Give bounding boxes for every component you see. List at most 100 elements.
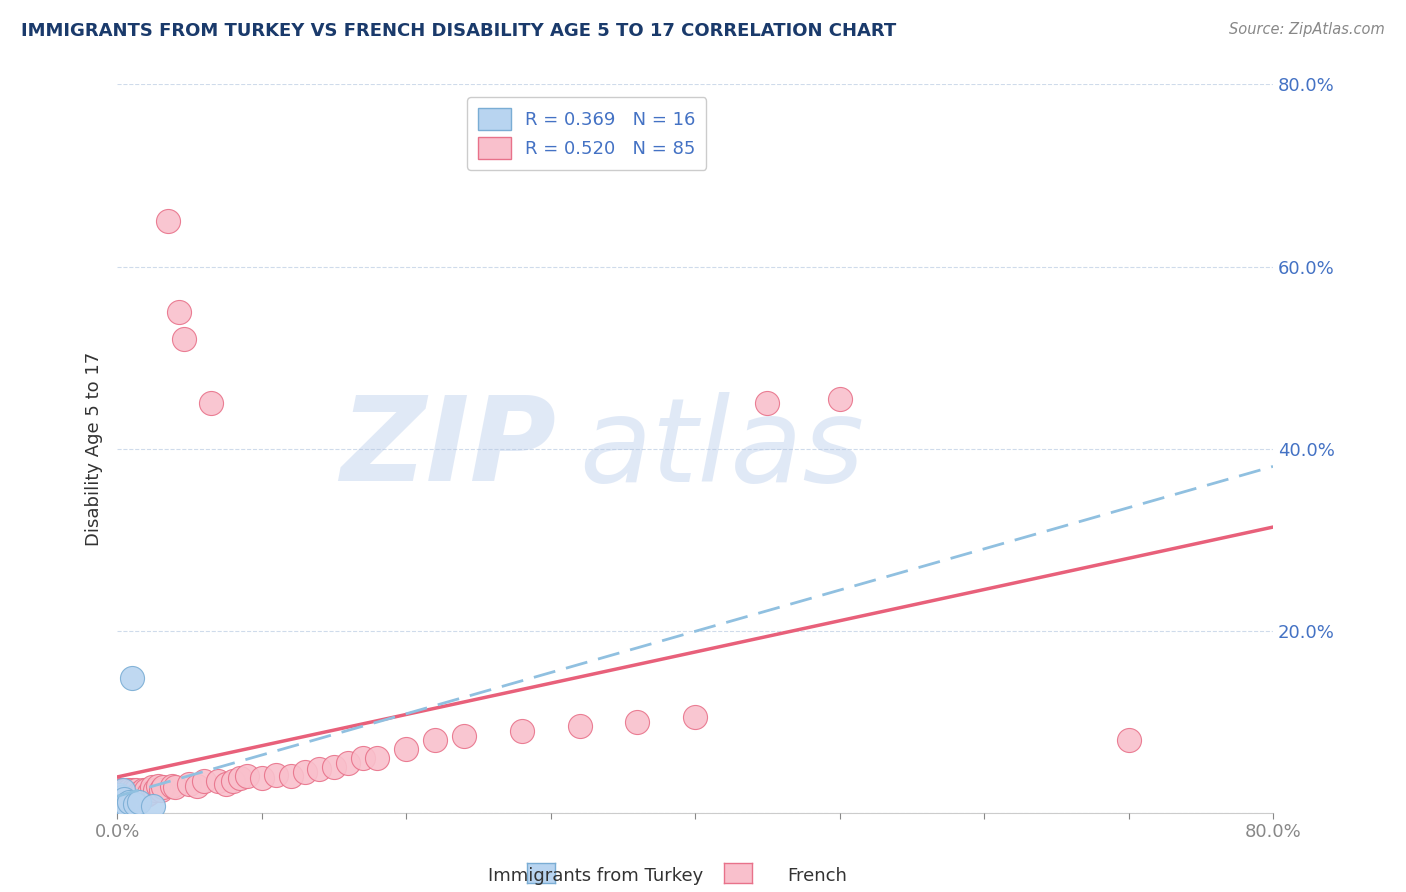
Point	[108, 789, 131, 804]
Point	[146, 779, 169, 793]
Point	[756, 396, 779, 410]
Point	[110, 789, 132, 804]
Point	[207, 774, 229, 789]
Point	[127, 788, 149, 802]
Point	[118, 783, 141, 797]
Point	[107, 797, 129, 811]
Point	[453, 729, 475, 743]
Point	[120, 792, 142, 806]
Point	[423, 733, 446, 747]
Point	[169, 305, 191, 319]
Text: atlas: atlas	[579, 392, 865, 506]
Text: IMMIGRANTS FROM TURKEY VS FRENCH DISABILITY AGE 5 TO 17 CORRELATION CHART: IMMIGRANTS FROM TURKEY VS FRENCH DISABIL…	[21, 22, 897, 40]
Point	[264, 767, 287, 781]
Point	[111, 798, 134, 813]
Point	[125, 783, 148, 797]
Point	[236, 769, 259, 783]
Point	[110, 795, 132, 809]
Point	[115, 783, 138, 797]
Point	[294, 764, 316, 779]
Point	[395, 742, 418, 756]
Point	[135, 788, 157, 802]
Point	[112, 788, 135, 802]
Point	[120, 788, 142, 802]
Point	[121, 671, 143, 685]
Point	[124, 797, 146, 811]
Text: Source: ZipAtlas.com: Source: ZipAtlas.com	[1229, 22, 1385, 37]
Point	[156, 214, 179, 228]
Point	[160, 779, 183, 793]
Point	[142, 798, 165, 813]
Point	[111, 795, 134, 809]
Point	[117, 792, 139, 806]
Point	[115, 795, 138, 809]
Text: Immigrants from Turkey: Immigrants from Turkey	[488, 867, 703, 885]
Point	[828, 392, 851, 406]
Y-axis label: Disability Age 5 to 17: Disability Age 5 to 17	[86, 351, 103, 546]
Point	[132, 786, 155, 800]
Legend: R = 0.369   N = 16, R = 0.520   N = 85: R = 0.369 N = 16, R = 0.520 N = 85	[467, 97, 706, 170]
Point	[118, 795, 141, 809]
Point	[128, 792, 150, 806]
Point	[568, 719, 591, 733]
Point	[107, 797, 129, 811]
Point	[173, 332, 195, 346]
Point	[138, 786, 160, 800]
Point	[121, 786, 143, 800]
Point	[214, 777, 236, 791]
Point	[121, 792, 143, 806]
Point	[132, 783, 155, 797]
Point	[108, 792, 131, 806]
Point	[250, 772, 273, 786]
Point	[108, 783, 131, 797]
Point	[111, 789, 134, 804]
Point	[308, 762, 330, 776]
Point	[143, 783, 166, 797]
Point	[111, 783, 134, 797]
Point	[111, 797, 134, 811]
Point	[124, 792, 146, 806]
Text: ZIP: ZIP	[340, 392, 557, 506]
Point	[112, 797, 135, 811]
Point	[193, 774, 215, 789]
Point	[112, 792, 135, 806]
Point	[122, 789, 145, 804]
Point	[125, 789, 148, 804]
Point	[222, 774, 245, 789]
Point	[179, 777, 201, 791]
Point	[149, 783, 172, 797]
Point	[117, 797, 139, 811]
Point	[108, 798, 131, 813]
Point	[129, 788, 152, 802]
Point	[107, 788, 129, 802]
Point	[510, 723, 533, 738]
Point	[107, 792, 129, 806]
Point	[135, 783, 157, 797]
Point	[122, 783, 145, 797]
Point	[1118, 733, 1140, 747]
Point	[337, 756, 360, 770]
Point	[366, 751, 388, 765]
Point	[110, 797, 132, 811]
Point	[117, 798, 139, 813]
Point	[110, 792, 132, 806]
Point	[280, 769, 302, 783]
Point	[107, 788, 129, 802]
Point	[128, 786, 150, 800]
Point	[229, 772, 252, 786]
Point	[128, 795, 150, 809]
Point	[626, 714, 648, 729]
Point	[108, 798, 131, 813]
Point	[110, 783, 132, 797]
Point	[110, 788, 132, 802]
Point	[111, 786, 134, 800]
Point	[352, 751, 374, 765]
Point	[115, 797, 138, 811]
Point	[115, 789, 138, 804]
Point	[141, 780, 163, 795]
Point	[108, 795, 131, 809]
Point	[121, 797, 143, 811]
Text: French: French	[787, 867, 848, 885]
Point	[152, 780, 174, 795]
Point	[118, 789, 141, 804]
